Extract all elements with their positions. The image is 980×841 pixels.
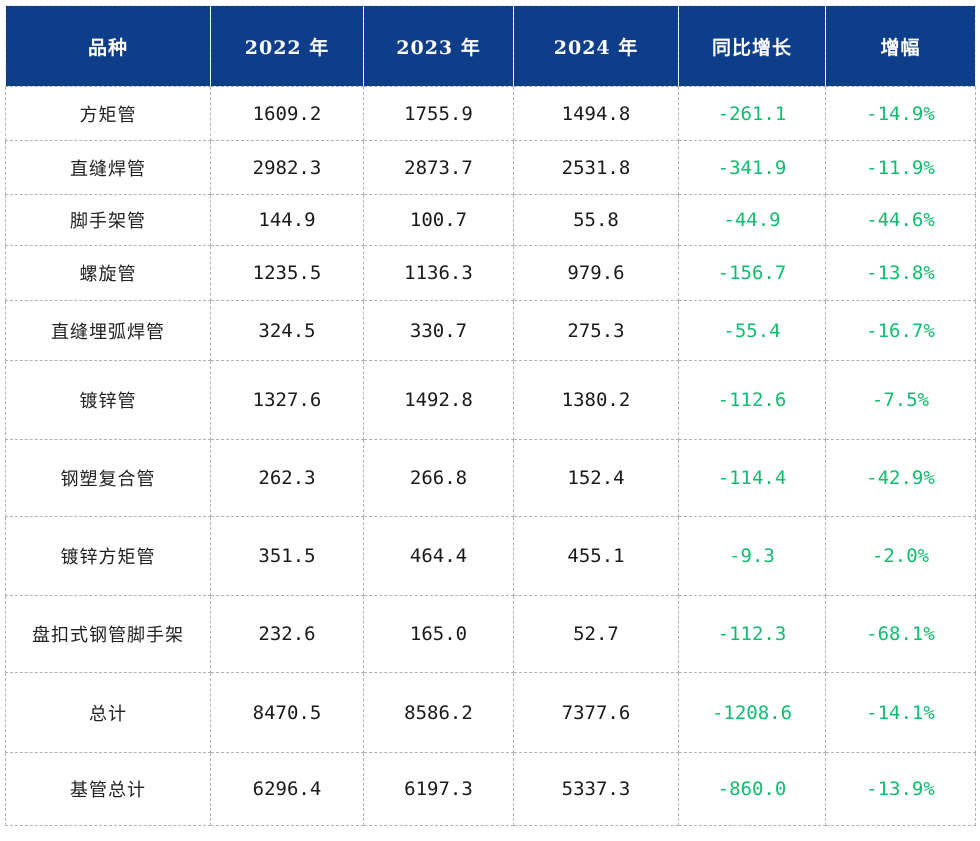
cell-2022: 351.5 bbox=[210, 516, 364, 596]
cell-2024: 52.7 bbox=[513, 595, 679, 673]
table-body: 方矩管 1609.2 1755.9 1494.8 -261.1 -14.9% 直… bbox=[5, 86, 976, 826]
cell-change-pct: -13.8% bbox=[825, 245, 976, 301]
cell-change-pct: -42.9% bbox=[825, 439, 976, 517]
cell-yoy-change: -261.1 bbox=[678, 86, 826, 141]
cell-2022: 1327.6 bbox=[210, 360, 364, 440]
cell-2022: 6296.4 bbox=[210, 752, 364, 826]
table-row: 脚手架管 144.9 100.7 55.8 -44.9 -44.6% bbox=[5, 194, 976, 246]
cell-2023: 8586.2 bbox=[363, 672, 514, 753]
cell-2023: 165.0 bbox=[363, 595, 514, 673]
cell-2023: 266.8 bbox=[363, 439, 514, 517]
cell-2024: 1494.8 bbox=[513, 86, 679, 141]
row-label: 方矩管 bbox=[5, 86, 211, 141]
steel-pipe-output-table: 品种 2022 年 2023 年 2024 年 同比增长 增幅 方矩管 1609… bbox=[5, 5, 976, 826]
table-row: 方矩管 1609.2 1755.9 1494.8 -261.1 -14.9% bbox=[5, 86, 976, 141]
cell-yoy-change: -112.6 bbox=[678, 360, 826, 440]
table-row: 直缝埋弧焊管 324.5 330.7 275.3 -55.4 -16.7% bbox=[5, 300, 976, 361]
cell-change-pct: -13.9% bbox=[825, 752, 976, 826]
cell-2024: 275.3 bbox=[513, 300, 679, 361]
cell-yoy-change: -341.9 bbox=[678, 140, 826, 195]
cell-2022: 8470.5 bbox=[210, 672, 364, 753]
cell-2022: 1235.5 bbox=[210, 245, 364, 301]
row-label: 直缝埋弧焊管 bbox=[5, 300, 211, 361]
cell-change-pct: -68.1% bbox=[825, 595, 976, 673]
cell-2023: 1755.9 bbox=[363, 86, 514, 141]
table-row: 镀锌管 1327.6 1492.8 1380.2 -112.6 -7.5% bbox=[5, 360, 976, 440]
table-row: 钢塑复合管 262.3 266.8 152.4 -114.4 -42.9% bbox=[5, 439, 976, 517]
cell-2023: 6197.3 bbox=[363, 752, 514, 826]
row-label: 基管总计 bbox=[5, 752, 211, 826]
row-label: 总计 bbox=[5, 672, 211, 753]
cell-2024: 979.6 bbox=[513, 245, 679, 301]
cell-2024: 5337.3 bbox=[513, 752, 679, 826]
cell-2023: 1492.8 bbox=[363, 360, 514, 440]
cell-2023: 1136.3 bbox=[363, 245, 514, 301]
column-header-variety: 品种 bbox=[5, 5, 211, 87]
cell-2023: 330.7 bbox=[363, 300, 514, 361]
cell-change-pct: -7.5% bbox=[825, 360, 976, 440]
column-header-change-pct: 增幅 bbox=[825, 5, 976, 87]
cell-change-pct: -14.1% bbox=[825, 672, 976, 753]
table-row: 总计 8470.5 8586.2 7377.6 -1208.6 -14.1% bbox=[5, 672, 976, 753]
cell-yoy-change: -156.7 bbox=[678, 245, 826, 301]
cell-yoy-change: -55.4 bbox=[678, 300, 826, 361]
cell-change-pct: -44.6% bbox=[825, 194, 976, 246]
row-label: 盘扣式钢管脚手架 bbox=[5, 595, 211, 673]
table-header: 品种 2022 年 2023 年 2024 年 同比增长 增幅 bbox=[5, 5, 976, 87]
table-row: 螺旋管 1235.5 1136.3 979.6 -156.7 -13.8% bbox=[5, 245, 976, 301]
cell-2024: 2531.8 bbox=[513, 140, 679, 195]
cell-change-pct: -11.9% bbox=[825, 140, 976, 195]
table-row: 基管总计 6296.4 6197.3 5337.3 -860.0 -13.9% bbox=[5, 752, 976, 826]
row-label: 镀锌方矩管 bbox=[5, 516, 211, 596]
cell-2022: 232.6 bbox=[210, 595, 364, 673]
column-header-2023: 2023 年 bbox=[363, 5, 514, 87]
table-row: 盘扣式钢管脚手架 232.6 165.0 52.7 -112.3 -68.1% bbox=[5, 595, 976, 673]
row-label: 钢塑复合管 bbox=[5, 439, 211, 517]
cell-2023: 464.4 bbox=[363, 516, 514, 596]
cell-2024: 152.4 bbox=[513, 439, 679, 517]
header-row: 品种 2022 年 2023 年 2024 年 同比增长 增幅 bbox=[5, 5, 976, 87]
cell-2024: 7377.6 bbox=[513, 672, 679, 753]
table-row: 镀锌方矩管 351.5 464.4 455.1 -9.3 -2.0% bbox=[5, 516, 976, 596]
cell-yoy-change: -9.3 bbox=[678, 516, 826, 596]
row-label: 直缝焊管 bbox=[5, 140, 211, 195]
cell-2022: 262.3 bbox=[210, 439, 364, 517]
cell-yoy-change: -860.0 bbox=[678, 752, 826, 826]
column-header-2022: 2022 年 bbox=[210, 5, 364, 87]
cell-yoy-change: -114.4 bbox=[678, 439, 826, 517]
cell-2024: 455.1 bbox=[513, 516, 679, 596]
cell-yoy-change: -1208.6 bbox=[678, 672, 826, 753]
cell-2024: 1380.2 bbox=[513, 360, 679, 440]
cell-yoy-change: -44.9 bbox=[678, 194, 826, 246]
cell-2023: 100.7 bbox=[363, 194, 514, 246]
cell-2024: 55.8 bbox=[513, 194, 679, 246]
cell-2022: 324.5 bbox=[210, 300, 364, 361]
column-header-2024: 2024 年 bbox=[513, 5, 679, 87]
row-label: 脚手架管 bbox=[5, 194, 211, 246]
column-header-yoy-change: 同比增长 bbox=[678, 5, 826, 87]
cell-change-pct: -2.0% bbox=[825, 516, 976, 596]
row-label: 镀锌管 bbox=[5, 360, 211, 440]
cell-2022: 1609.2 bbox=[210, 86, 364, 141]
cell-change-pct: -16.7% bbox=[825, 300, 976, 361]
cell-change-pct: -14.9% bbox=[825, 86, 976, 141]
cell-2023: 2873.7 bbox=[363, 140, 514, 195]
row-label: 螺旋管 bbox=[5, 245, 211, 301]
cell-2022: 2982.3 bbox=[210, 140, 364, 195]
cell-yoy-change: -112.3 bbox=[678, 595, 826, 673]
table-row: 直缝焊管 2982.3 2873.7 2531.8 -341.9 -11.9% bbox=[5, 140, 976, 195]
cell-2022: 144.9 bbox=[210, 194, 364, 246]
